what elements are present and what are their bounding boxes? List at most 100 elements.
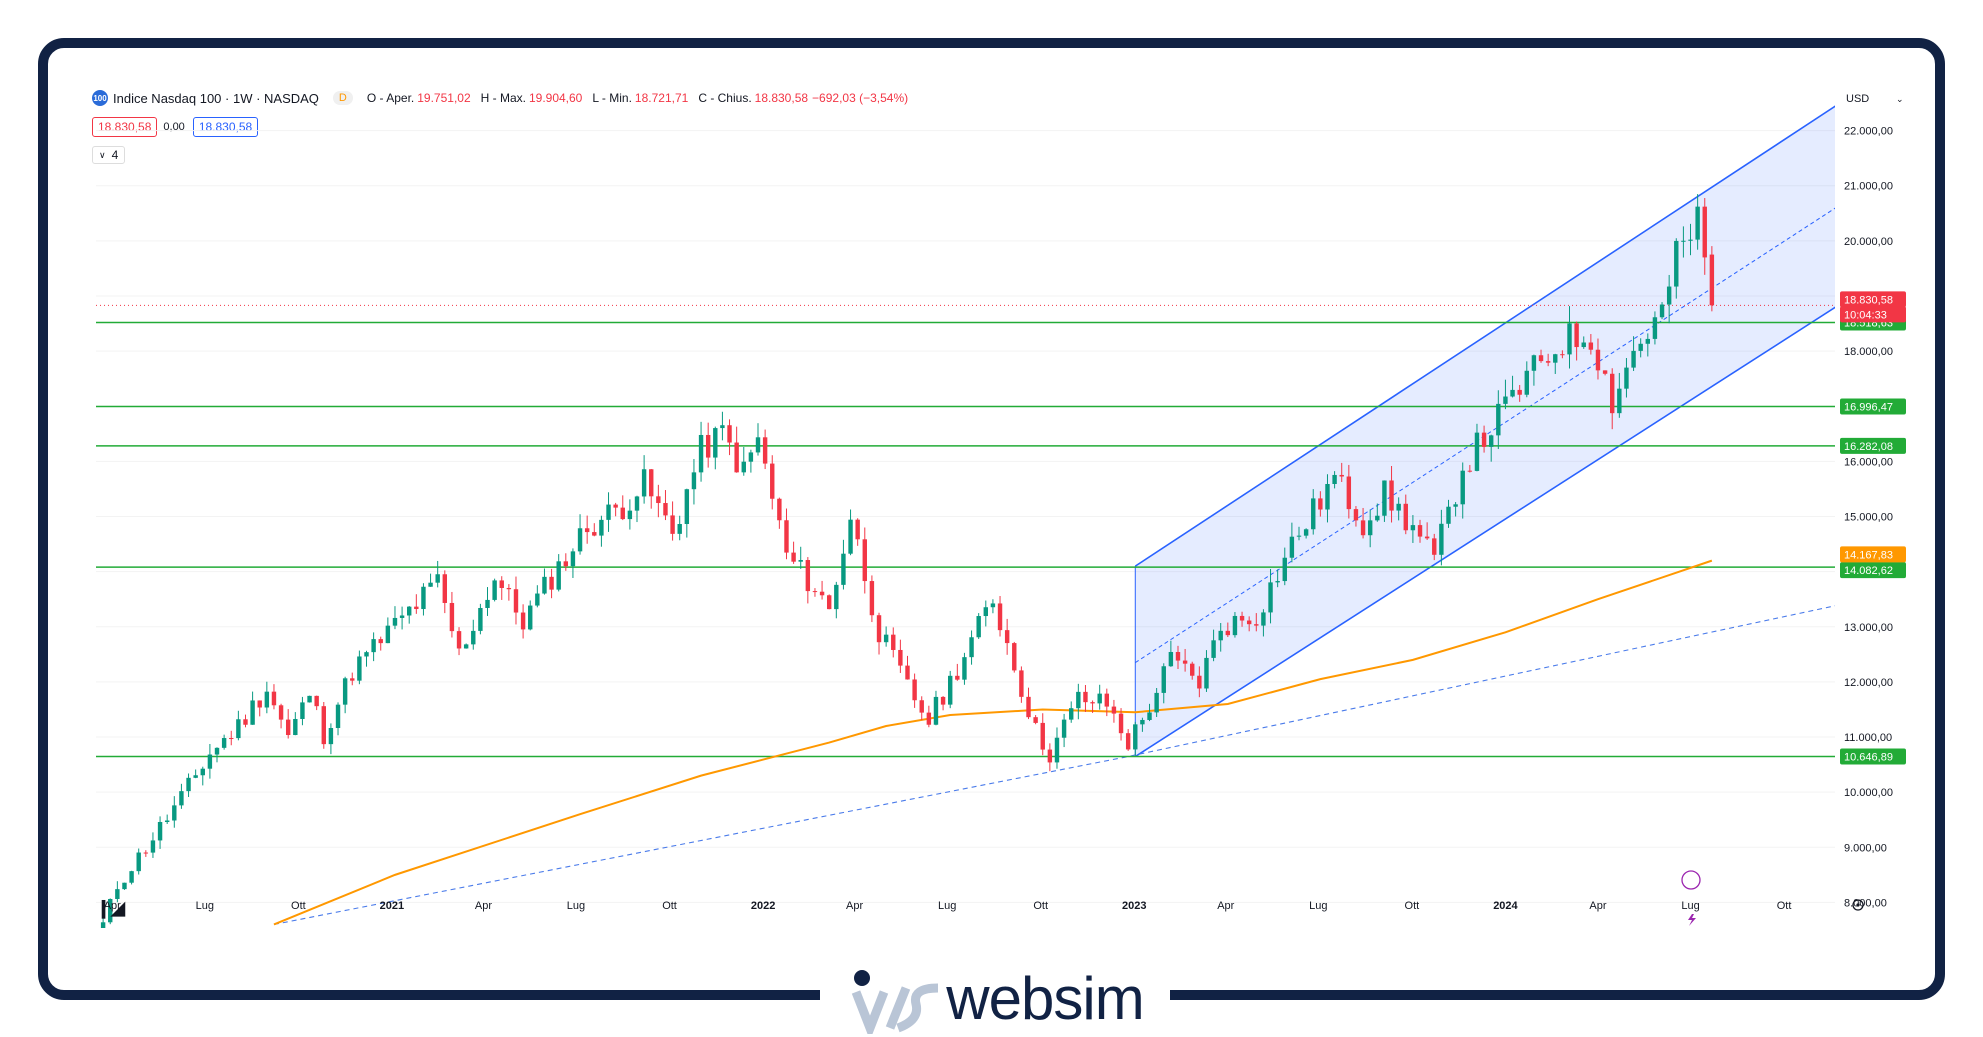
candle-up [108, 898, 113, 923]
candle-down [456, 631, 462, 649]
y-tick-label: 15.000,00 [1844, 512, 1893, 524]
candle-up [720, 425, 725, 429]
candle-down [1239, 615, 1245, 621]
candle-up [193, 775, 198, 778]
candle-up [328, 728, 334, 745]
settings-icon-center [1856, 903, 1860, 907]
candle-up [983, 607, 989, 617]
x-tick-label: Ott [1405, 900, 1420, 912]
y-tick-label: 16.000,00 [1844, 456, 1893, 468]
candle-down [1360, 520, 1366, 536]
ohlc-key: O - Aper. [366, 91, 415, 105]
websim-mark-icon [852, 969, 939, 1034]
candle-down [271, 691, 277, 706]
candle-down [1182, 660, 1188, 664]
candle-up [713, 428, 718, 458]
y-tick-label: 9.000,00 [1844, 842, 1887, 854]
candle-up [741, 461, 746, 473]
support-price-tag-bg [1840, 437, 1906, 454]
x-tick-label: Lug [196, 900, 214, 912]
candle-up [1268, 582, 1273, 613]
candle-down [812, 591, 818, 593]
candle-down [243, 719, 248, 725]
candle-up [172, 805, 177, 821]
candle-down [613, 504, 618, 508]
candle-up [1688, 239, 1693, 241]
ma-price-tag-bg [1840, 546, 1906, 563]
x-tick-label: Ott [291, 900, 306, 912]
candle-down [1467, 470, 1473, 472]
candle-down [620, 507, 625, 520]
candle-up [250, 700, 255, 725]
support-price-tag-bg [1840, 562, 1906, 579]
candle-up [599, 519, 604, 536]
x-tick-label: 2021 [380, 900, 404, 912]
support-price-tag: 14.082,62 [1844, 565, 1893, 577]
y-tick-label: 11.000,00 [1844, 732, 1892, 744]
candle-down [997, 603, 1003, 631]
candle-up [1282, 557, 1287, 582]
candle-down [955, 675, 960, 680]
support-price-tag-bg [1840, 398, 1906, 415]
candle-up [1140, 719, 1145, 725]
candle-up [1410, 525, 1416, 531]
candle-up [1097, 693, 1102, 704]
candle-up [1396, 503, 1401, 511]
candle-up [264, 691, 270, 708]
candle-up [1695, 206, 1700, 240]
candle-down [229, 738, 234, 740]
x-tick-label: Apr [1589, 900, 1606, 912]
x-tick-label: 2023 [1122, 900, 1146, 912]
support-price-tag: 10.646,89 [1844, 752, 1893, 764]
candle-up [1218, 630, 1223, 641]
candle-down [1104, 693, 1110, 707]
price-chart[interactable]: 8.000,00 9.000,00 10.000,00 11.000,00 12.000… [48, 48, 1938, 948]
moving-average-line [273, 559, 1713, 926]
candle-up [1147, 712, 1152, 720]
channel-mid-line [1135, 207, 1835, 664]
candle-down [705, 434, 711, 458]
symbol-title[interactable]: Indice Nasdaq 100 · 1W · NASDAQ [113, 90, 319, 106]
candle-up [478, 607, 483, 631]
candle-down [940, 696, 946, 705]
candle-up [221, 738, 227, 748]
candle-up [1624, 367, 1629, 389]
channel-upper-line [1134, 105, 1835, 567]
last-price-tag-bg [1840, 291, 1906, 308]
symbol-badge-icon: 100 [92, 90, 108, 106]
candle-up [969, 637, 974, 658]
chevron-down-icon: ⌄ [1896, 94, 1904, 104]
candle-down [1702, 206, 1707, 258]
candle-up [691, 472, 697, 490]
candle-down [1560, 354, 1565, 356]
candle-down [1538, 355, 1544, 362]
indicators-toggle[interactable]: ∨ 4 [92, 146, 126, 164]
candle-down [1318, 498, 1323, 510]
candle-up [1503, 396, 1508, 404]
candle-up [1076, 691, 1081, 709]
candle-down [1175, 651, 1181, 661]
x-tick-label: Lug [938, 900, 956, 912]
candle-down [898, 649, 903, 666]
y-tick-label: 13.000,00 [1844, 622, 1893, 634]
x-tick-label: Apr [846, 900, 863, 912]
candle-up [236, 719, 241, 739]
candle-down [499, 580, 504, 588]
chart-legend: 100 Indice Nasdaq 100 · 1W · NASDAQ D O … [92, 90, 908, 106]
candle-down [314, 695, 319, 707]
candle-down [1432, 538, 1437, 555]
candle-up [1488, 435, 1494, 447]
settings-icon[interactable] [1852, 899, 1864, 911]
candle-up [962, 657, 967, 680]
candle-up [371, 639, 376, 653]
candle-down [1012, 643, 1017, 671]
ohlc-value: 18.721,71 [634, 91, 689, 105]
candle-up [214, 747, 220, 755]
candle-up [186, 777, 191, 792]
candle-down [791, 552, 796, 562]
candle-down [762, 437, 768, 464]
candle-up [542, 576, 547, 594]
interval-badge[interactable]: D [332, 91, 353, 105]
candle-down [321, 706, 326, 745]
candle-up [1659, 304, 1665, 318]
